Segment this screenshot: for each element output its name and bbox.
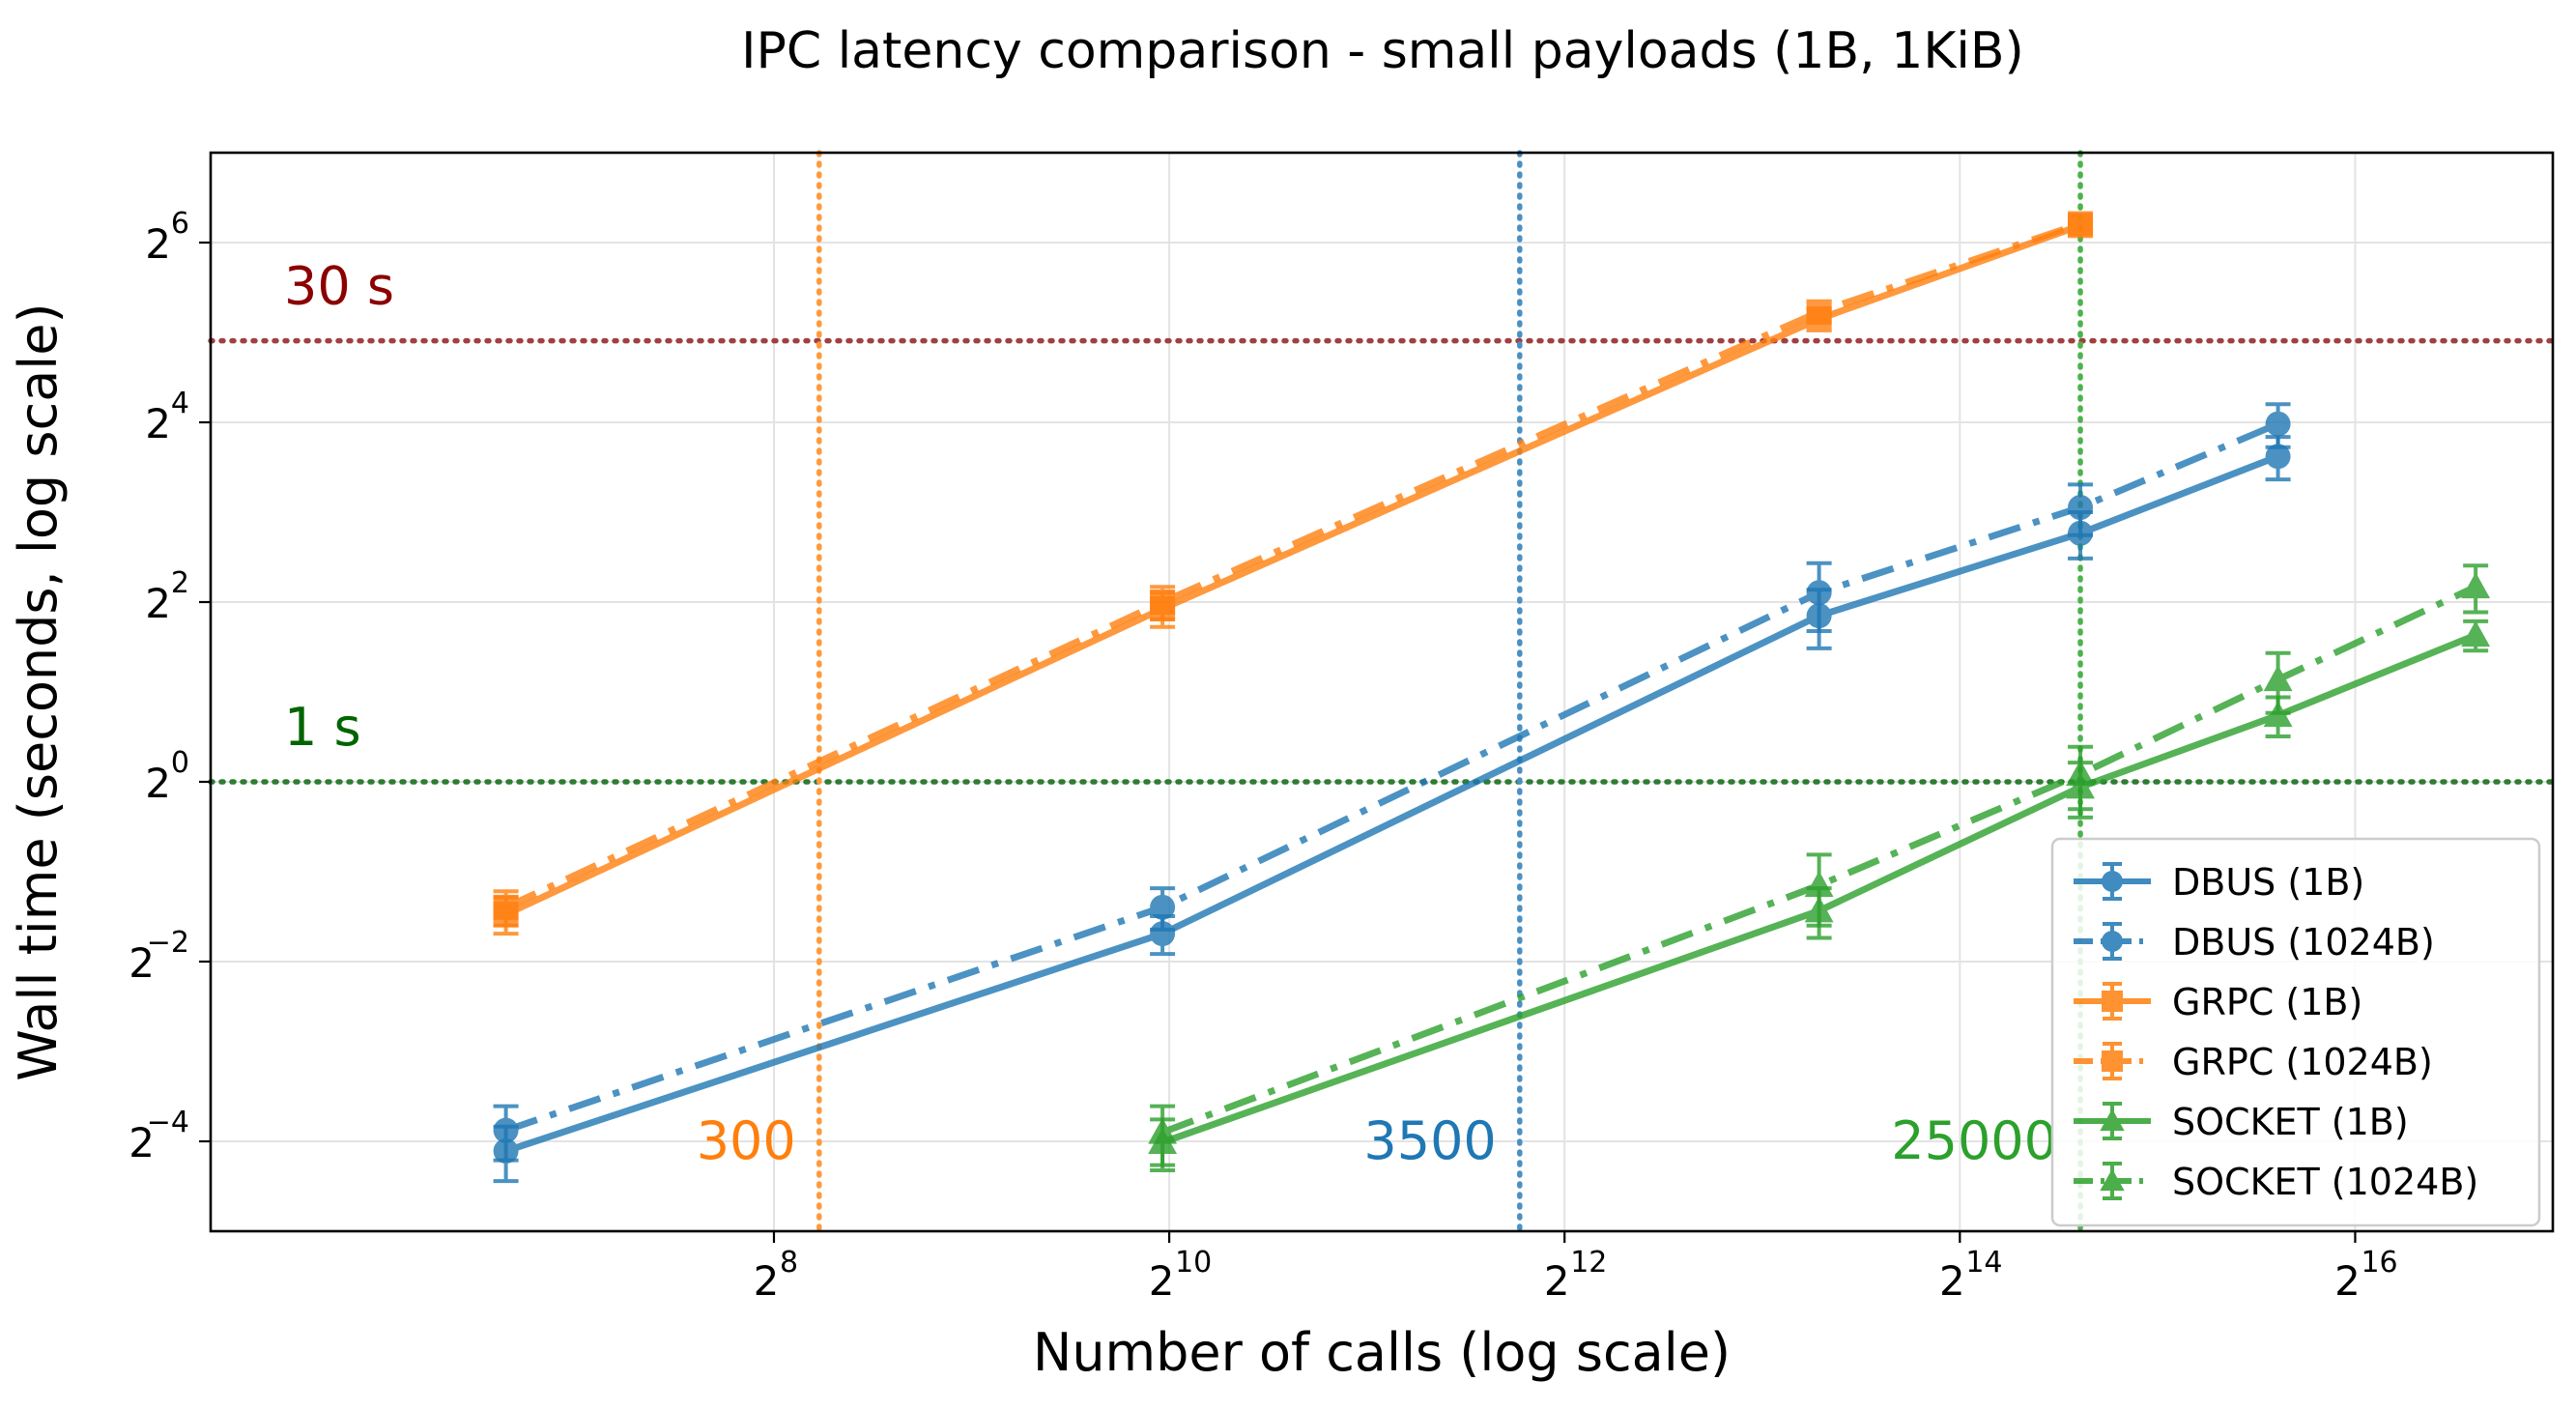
threshold-lines	[208, 150, 2556, 1234]
data-point-marker	[2461, 620, 2491, 647]
data-point-marker	[1150, 921, 1176, 947]
data-point-marker	[2100, 1108, 2125, 1132]
x-tick-label: 2 10	[1149, 1246, 1213, 1305]
y-tick-base: 2	[145, 580, 171, 627]
legend-item	[2074, 1042, 2151, 1080]
threshold-label: 1 s	[284, 697, 361, 758]
data-point-marker	[2265, 411, 2291, 437]
data-point-marker	[2263, 665, 2293, 692]
series-line	[504, 222, 2082, 918]
series-dbus-1024b	[493, 402, 2291, 1163]
x-tick-exponent: 8	[780, 1246, 798, 1280]
y-tick-exponent: 6	[171, 207, 189, 241]
series	[493, 211, 2491, 1184]
data-point-marker	[2102, 991, 2123, 1012]
legend-label: GRPC (1B)	[2172, 981, 2362, 1023]
data-point-marker	[1806, 580, 1832, 606]
data-point-marker	[2102, 931, 2123, 952]
x-tick-label: 2 12	[1544, 1246, 1608, 1305]
y-tick-base: 2	[129, 939, 155, 987]
chart-title: IPC latency comparison - small payloads …	[741, 22, 2024, 80]
x-axis-ticks: 2 8 2 10 2 12 2 14 2 16	[754, 1231, 2398, 1305]
x-tick-exponent: 16	[2361, 1246, 2397, 1280]
data-point-marker	[2102, 1050, 2123, 1072]
x-tick-label: 2 16	[2334, 1246, 2398, 1305]
y-tick-base: 2	[145, 400, 171, 447]
x-tick-exponent: 10	[1175, 1246, 1212, 1280]
x-tick-label: 2 14	[1939, 1246, 2003, 1305]
legend-item	[2074, 862, 2151, 901]
series-socket-1024b	[1148, 563, 2491, 1167]
series-grpc-1024b	[493, 211, 2094, 928]
y-tick-label: 2−2	[129, 926, 189, 987]
y-axis-ticks: 2 62 42 22 02−22−4	[129, 207, 211, 1166]
threshold-label: 3500	[1363, 1110, 1496, 1171]
data-point-marker	[2068, 211, 2094, 237]
legend-label: DBUS (1B)	[2172, 861, 2364, 904]
y-axis-label: Wall time (seconds, log scale)	[8, 302, 69, 1080]
data-point-marker	[1806, 299, 1832, 325]
data-point-marker	[2461, 572, 2491, 599]
y-tick-exponent: −2	[147, 926, 189, 960]
legend-item	[2074, 982, 2151, 1021]
x-tick-base: 2	[754, 1257, 780, 1305]
x-tick-base: 2	[1939, 1257, 1965, 1305]
legend: DBUS (1B) DBUS (1024B) GRPC (1B) GRPC (1024…	[2050, 837, 2541, 1227]
legend-label: SOCKET (1024B)	[2172, 1161, 2478, 1203]
data-point-marker	[2100, 1168, 2125, 1192]
threshold-label: 300	[697, 1110, 796, 1171]
data-point-marker	[2066, 760, 2095, 787]
y-tick-base: 2	[145, 220, 171, 268]
data-point-marker	[493, 1117, 519, 1143]
y-tick-exponent: −4	[147, 1106, 189, 1139]
threshold-labels: 30 s 1 s 300 3500 25000	[284, 256, 2057, 1171]
threshold-label: 25000	[1891, 1110, 2057, 1171]
legend-item	[2074, 922, 2151, 961]
legend-item	[2074, 1102, 2151, 1140]
legend-box	[2050, 837, 2541, 1227]
series-line	[504, 220, 2082, 910]
x-tick-exponent: 12	[1570, 1246, 1607, 1280]
data-point-marker	[2068, 495, 2094, 521]
plot-frame	[209, 151, 2555, 1233]
legend-label: SOCKET (1B)	[2172, 1101, 2409, 1143]
y-tick-exponent: 4	[171, 387, 189, 420]
x-tick-base: 2	[1149, 1257, 1175, 1305]
data-point-marker	[2265, 444, 2291, 470]
y-tick-exponent: 0	[171, 746, 189, 780]
threshold-label: 30 s	[284, 256, 394, 317]
y-tick-base: 2	[129, 1119, 155, 1166]
legend-item	[2074, 1162, 2151, 1200]
y-tick-base: 2	[145, 760, 171, 807]
data-point-marker	[1148, 1117, 1178, 1144]
x-tick-base: 2	[1544, 1257, 1570, 1305]
legend-label: GRPC (1024B)	[2172, 1041, 2433, 1083]
data-point-marker	[493, 894, 519, 920]
y-tick-label: 2−4	[129, 1106, 189, 1166]
x-tick-base: 2	[2334, 1257, 2361, 1305]
legend-label: DBUS (1024B)	[2172, 921, 2435, 964]
data-point-marker	[1804, 871, 1834, 898]
data-point-marker	[1150, 590, 1176, 615]
data-point-marker	[1150, 894, 1176, 920]
data-point-marker	[2102, 871, 2123, 892]
y-tick-exponent: 2	[171, 566, 189, 600]
x-axis-label: Number of calls (log scale)	[1033, 1322, 1731, 1383]
x-tick-exponent: 14	[1965, 1246, 2002, 1280]
